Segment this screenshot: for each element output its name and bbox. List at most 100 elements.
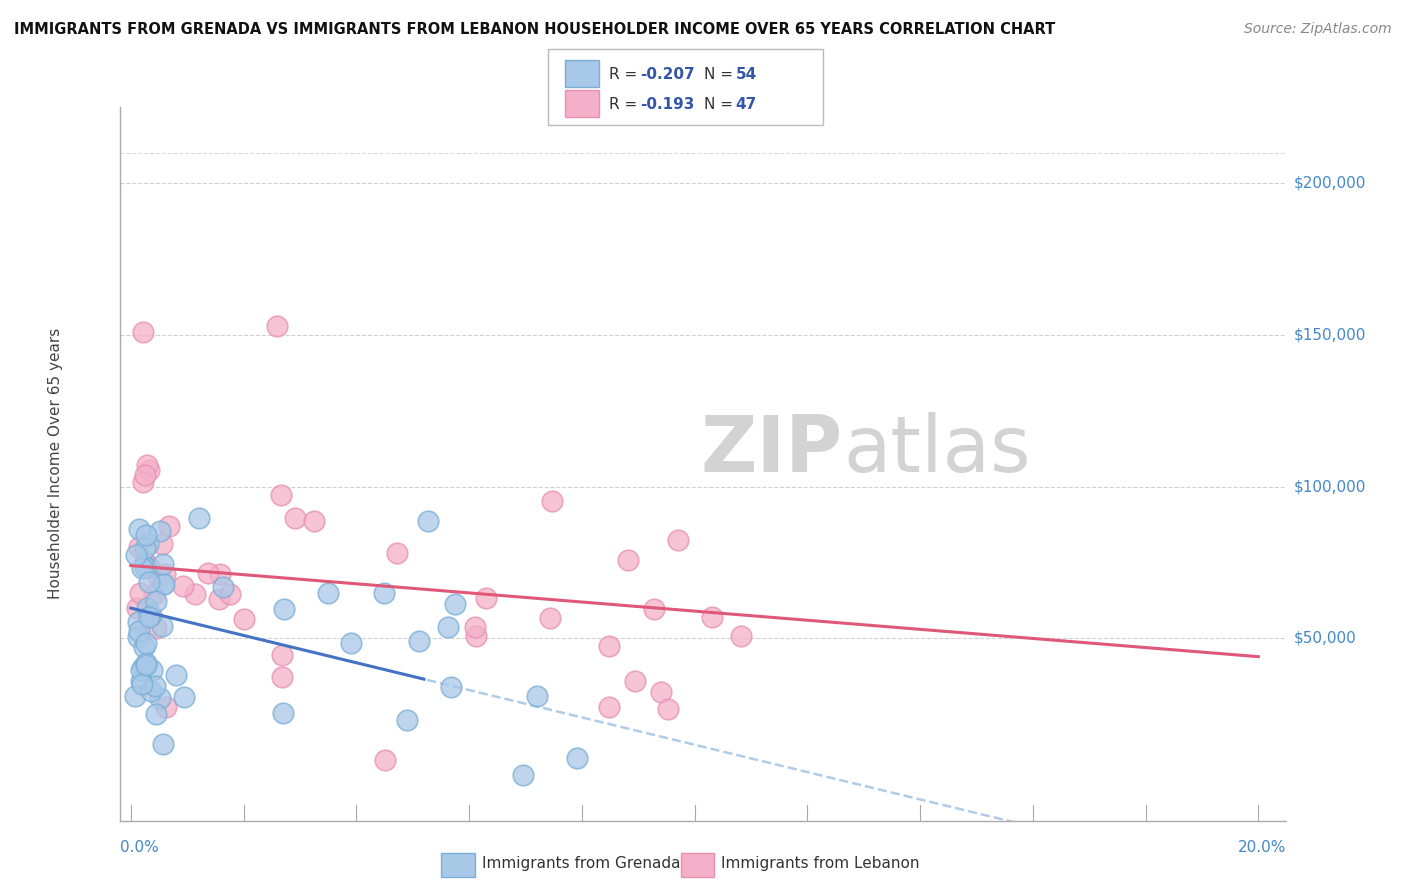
Point xyxy=(374,753,396,767)
Point xyxy=(136,458,159,472)
Text: Source: ZipAtlas.com: Source: ZipAtlas.com xyxy=(1244,22,1392,37)
Text: 0.0%: 0.0% xyxy=(120,840,159,855)
Point xyxy=(730,629,752,643)
Point xyxy=(475,591,498,606)
Point xyxy=(598,639,620,653)
Point xyxy=(138,609,160,624)
Point xyxy=(152,537,174,551)
Point xyxy=(373,586,395,600)
Point xyxy=(131,677,153,691)
Point xyxy=(135,601,157,615)
Point xyxy=(273,602,295,616)
Point xyxy=(149,524,172,539)
Point xyxy=(197,566,219,581)
Point xyxy=(138,574,160,589)
Point xyxy=(152,737,174,751)
Point xyxy=(526,690,548,704)
Point xyxy=(152,577,174,591)
Point xyxy=(266,318,288,333)
Point xyxy=(209,566,232,581)
Point xyxy=(270,488,292,502)
Text: Immigrants from Grenada: Immigrants from Grenada xyxy=(482,856,681,871)
Point xyxy=(124,690,146,704)
Point xyxy=(385,546,408,560)
Point xyxy=(464,620,486,634)
Point xyxy=(128,540,150,554)
Point xyxy=(145,594,167,608)
Point xyxy=(131,475,153,489)
Point xyxy=(218,586,240,600)
Point xyxy=(173,690,195,704)
Text: $100,000: $100,000 xyxy=(1294,479,1365,494)
Point xyxy=(153,576,176,591)
Point xyxy=(127,630,149,644)
Text: IMMIGRANTS FROM GRENADA VS IMMIGRANTS FROM LEBANON HOUSEHOLDER INCOME OVER 65 YE: IMMIGRANTS FROM GRENADA VS IMMIGRANTS FR… xyxy=(14,22,1056,37)
Point xyxy=(165,668,187,682)
Text: $200,000: $200,000 xyxy=(1294,176,1365,191)
Point xyxy=(395,713,418,727)
Point xyxy=(135,559,157,574)
Point xyxy=(565,751,588,765)
Point xyxy=(145,621,167,635)
Point xyxy=(436,620,458,634)
Point xyxy=(157,519,180,533)
Point xyxy=(598,700,620,714)
Point xyxy=(153,567,176,582)
Point xyxy=(138,537,160,551)
Point xyxy=(316,586,339,600)
Point xyxy=(271,670,294,684)
Point xyxy=(149,691,172,706)
Point xyxy=(172,579,194,593)
Text: -0.207: -0.207 xyxy=(640,67,695,82)
Point xyxy=(512,768,534,782)
Point xyxy=(135,658,157,673)
Point xyxy=(271,706,294,720)
Point xyxy=(302,514,325,528)
Point xyxy=(541,493,564,508)
Point xyxy=(128,624,150,639)
Point xyxy=(700,609,723,624)
Point xyxy=(125,601,148,615)
Point xyxy=(132,660,155,674)
Point xyxy=(657,702,679,716)
Point xyxy=(408,634,430,648)
Point xyxy=(132,325,155,339)
Point xyxy=(125,549,148,563)
Point xyxy=(208,592,231,607)
Point xyxy=(465,629,488,643)
Point xyxy=(340,636,363,650)
Point xyxy=(129,674,152,689)
Point xyxy=(134,541,156,555)
Point xyxy=(152,557,174,571)
Text: 47: 47 xyxy=(735,97,756,112)
Point xyxy=(135,635,157,649)
Point xyxy=(624,674,647,689)
Point xyxy=(440,680,463,694)
Text: $50,000: $50,000 xyxy=(1294,631,1357,646)
Point xyxy=(416,514,439,528)
Point xyxy=(666,533,689,547)
Text: Immigrants from Lebanon: Immigrants from Lebanon xyxy=(721,856,920,871)
Point xyxy=(146,569,169,583)
Text: ZIP: ZIP xyxy=(700,411,844,488)
Point xyxy=(271,648,294,663)
Point xyxy=(538,610,561,624)
Point xyxy=(131,664,153,678)
Point xyxy=(233,612,256,626)
Point xyxy=(134,559,156,574)
Text: N =: N = xyxy=(704,97,738,112)
Point xyxy=(127,615,149,629)
Point xyxy=(155,699,177,714)
Point xyxy=(616,553,638,567)
Text: N =: N = xyxy=(704,67,738,82)
Point xyxy=(132,640,155,654)
Point xyxy=(650,685,672,699)
Text: atlas: atlas xyxy=(844,411,1031,488)
Point xyxy=(139,684,162,698)
Point xyxy=(143,680,166,694)
Point xyxy=(138,560,160,574)
Point xyxy=(283,511,305,525)
Text: R =: R = xyxy=(609,67,643,82)
Point xyxy=(184,587,207,601)
Point xyxy=(135,527,157,541)
